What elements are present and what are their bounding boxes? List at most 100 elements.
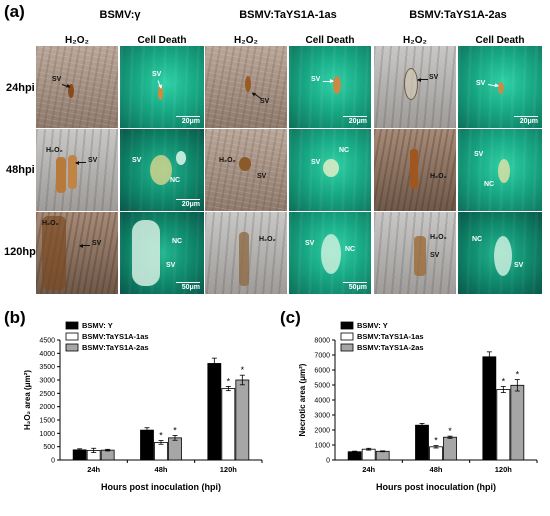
micrograph-2as-h2o2-120hpi: H₂O₂ SV — [374, 212, 456, 294]
significance-mark: * — [516, 370, 520, 380]
panel-b-letter: (b) — [4, 308, 26, 327]
x-tick-label: 48h — [155, 465, 168, 474]
row-label-120hpi: 120hpi — [4, 246, 39, 258]
y-tick-label: 1500 — [39, 418, 55, 425]
label-sv: SV — [166, 262, 176, 269]
bar-0-24h — [347, 451, 362, 461]
label-sv: SV — [152, 71, 162, 78]
legend-swatch — [65, 332, 79, 341]
y-tick-label: 2000 — [314, 428, 330, 435]
bar-0-120h — [207, 363, 222, 461]
x-tick-label: 24h — [362, 465, 375, 474]
x-axis-label: Hours post inoculation (hpi) — [376, 482, 496, 492]
micrograph-control-h2o2-48hpi: H₂O₂ SV — [36, 129, 118, 211]
label-sv: SV — [311, 159, 321, 166]
bar-1-120h — [221, 388, 236, 461]
bar-2-48h — [443, 436, 457, 461]
y-tick-label: 5000 — [314, 383, 330, 390]
scale-bar: 20μm — [176, 199, 200, 208]
chart-c: 0 1000 2000 3000 4000 5000 6000 7000 8000 Necroti… — [298, 321, 538, 492]
col-title-h2o2: H₂O₂ — [65, 35, 89, 46]
scale-bar: 50μm — [176, 282, 200, 291]
label-sv: SV — [430, 252, 440, 259]
bar-0-120h — [482, 356, 497, 461]
micrograph-1as-h2o2-24hpi: SV — [205, 46, 287, 128]
scale-bar: 50μm — [343, 282, 367, 291]
arrow — [76, 162, 86, 163]
scale-bar: 20μm — [343, 116, 367, 125]
y-tick-label: 0 — [51, 458, 55, 465]
label-h2o2: H₂O₂ — [259, 236, 276, 243]
y-tick-label: 2500 — [39, 391, 55, 398]
micrograph-1as-death-120hpi: SV NC 50μm — [289, 212, 371, 294]
y-axis-label: H₂O₂ area (μm²) — [23, 370, 32, 430]
significance-mark: * — [227, 376, 231, 386]
x-tick-label: 24h — [87, 465, 100, 474]
bar-0-48h — [140, 429, 154, 461]
bar-2-120h — [510, 384, 525, 461]
row-label-48hpi: 48hpi — [6, 164, 35, 176]
y-tick-label: 7000 — [314, 353, 330, 360]
y-tick-label: 1000 — [314, 443, 330, 450]
label-nc: NC — [172, 238, 183, 245]
col-title-cell-death: Cell Death — [137, 35, 187, 46]
chart-b: 0 500 1000 1500 2000 2500 3000 3500 4000 4500 H₂O₂… — [23, 321, 263, 492]
bar-1-120h — [496, 389, 511, 461]
group-title-2as: BSMV:TaYS1A-2as — [409, 9, 507, 21]
micrograph-1as-death-24hpi: SV 20μm — [289, 46, 371, 128]
label-h2o2: H₂O₂ — [219, 157, 236, 164]
label-sv: SV — [305, 240, 315, 247]
label-sv: SV — [429, 74, 439, 81]
micrograph-1as-death-48hpi: NC SV — [289, 129, 371, 211]
y-tick-label: 4000 — [39, 351, 55, 358]
legend-swatch — [65, 343, 79, 352]
significance-mark: * — [241, 365, 245, 375]
arrow — [61, 84, 70, 88]
arrow — [80, 245, 90, 246]
label-nc: NC — [170, 177, 181, 184]
label-h2o2: H₂O₂ — [46, 147, 63, 154]
legend-swatch — [340, 321, 354, 330]
micrograph-control-death-120hpi: NC SV 50μm — [120, 212, 204, 294]
y-tick-label: 1000 — [39, 431, 55, 438]
significance-mark: * — [502, 377, 506, 387]
y-tick-label: 4500 — [39, 338, 55, 345]
micrograph-control-h2o2-120hpi: H₂O₂ SV — [36, 212, 118, 294]
micrograph-2as-death-24hpi: SV 20μm — [458, 46, 542, 128]
label-nc: NC — [472, 236, 483, 243]
label-sv: SV — [88, 157, 98, 164]
y-tick-label: 500 — [43, 444, 55, 451]
label-sv: SV — [476, 80, 486, 87]
y-axis-label: Necrotic area (μm²) — [298, 363, 307, 436]
micrograph-control-death-24hpi: SV 20μm — [120, 46, 204, 128]
label-h2o2: H₂O₂ — [430, 234, 447, 241]
bar-1-48h — [429, 446, 443, 461]
bar-1-48h — [154, 441, 168, 461]
y-tick-label: 3000 — [39, 378, 55, 385]
label-sv: SV — [52, 76, 62, 83]
micrograph-1as-h2o2-48hpi: H₂O₂ SV — [205, 129, 287, 211]
bar-0-24h — [72, 449, 87, 461]
col-title-cell-death: Cell Death — [305, 35, 355, 46]
bar-2-120h — [235, 379, 250, 461]
group-title-1as: BSMV:TaYS1A-1as — [239, 9, 337, 21]
label-nc: NC — [484, 181, 495, 188]
arrow — [418, 79, 428, 80]
y-tick-label: 4000 — [314, 398, 330, 405]
x-tick-label: 120h — [495, 465, 513, 474]
panel-a-letter: (a) — [4, 2, 25, 21]
label-sv: SV — [514, 262, 524, 269]
label-sv: SV — [257, 173, 267, 180]
label-sv: SV — [311, 76, 321, 83]
legend-label: BSMV: Y — [357, 321, 388, 330]
col-title-cell-death: Cell Death — [475, 35, 525, 46]
label-nc: NC — [345, 246, 356, 253]
bar-2-24h — [100, 449, 115, 461]
legend-label: BSMV:TaYS1A-2as — [82, 343, 149, 352]
bar-1-24h — [361, 448, 376, 461]
arrow — [157, 80, 162, 89]
micrograph-2as-death-120hpi: NC SV — [458, 212, 542, 294]
arrow — [252, 92, 262, 99]
label-nc: NC — [339, 147, 350, 154]
legend-label: BSMV:TaYS1A-1as — [357, 332, 424, 341]
